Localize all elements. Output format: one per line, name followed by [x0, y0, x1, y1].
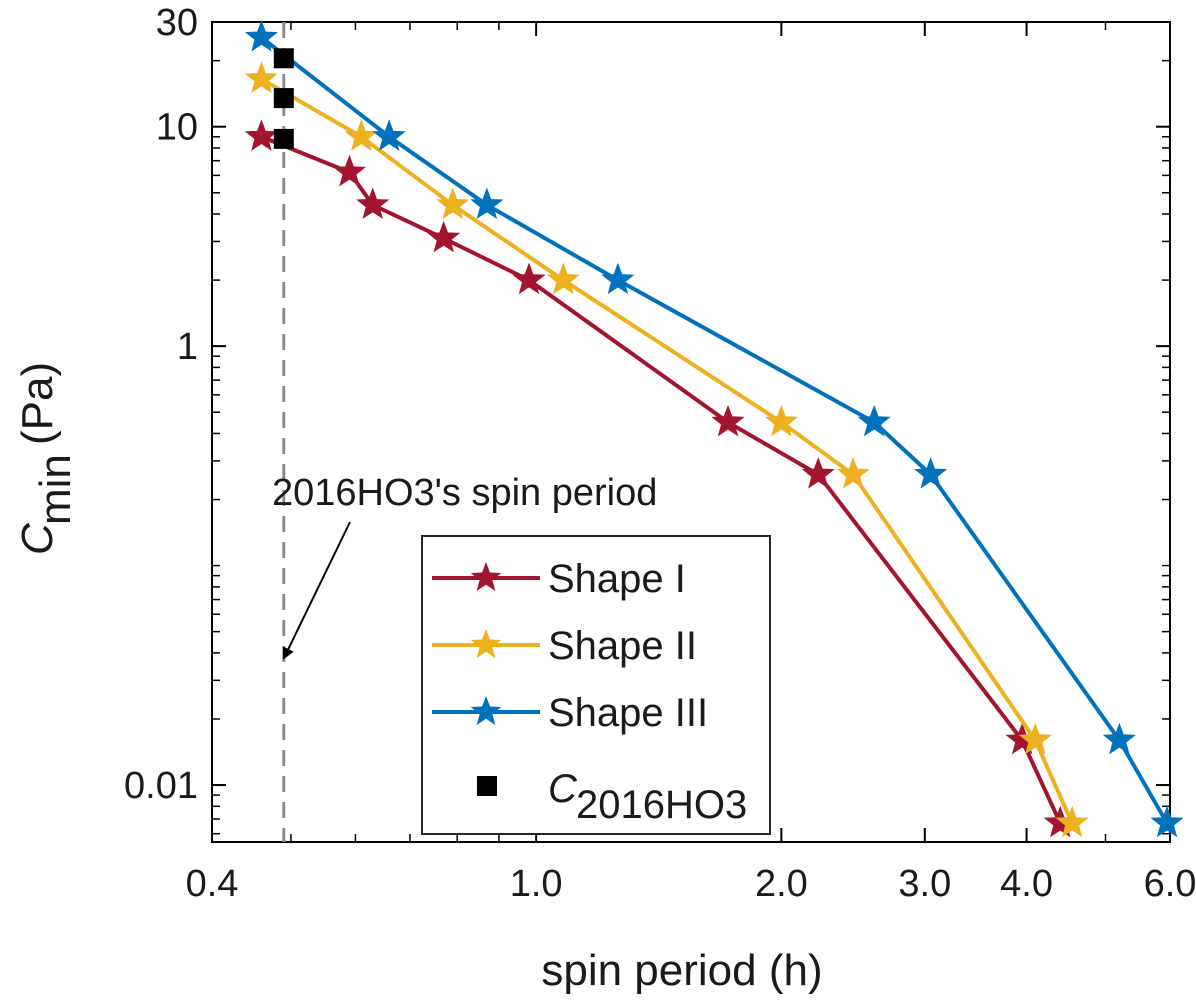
series-line-2: [260, 77, 1074, 825]
reference-markers-layer: [273, 48, 294, 149]
x-tick-label: 0.4: [186, 863, 239, 905]
legend-item-shape-3: Shape III: [432, 691, 708, 735]
data-point-star: [356, 187, 390, 220]
annotation-arrow: [282, 521, 351, 660]
data-point-star: [1055, 805, 1089, 838]
legend-label-shape-1: Shape I: [548, 557, 686, 601]
y-axis-title: C min (Pa): [13, 362, 80, 555]
data-point-star: [244, 20, 279, 52]
y-tick-label: 30: [156, 2, 198, 44]
y-axis-title-unit: (Pa): [13, 362, 62, 445]
data-point-star: [764, 404, 798, 437]
legend-star-shape-2: [470, 629, 502, 658]
data-point-star: [711, 404, 745, 437]
data-point-star: [857, 404, 891, 437]
x-tick-label: 6.0: [1144, 863, 1196, 905]
legend-star-shape-3: [470, 696, 502, 725]
data-point-star: [436, 187, 470, 220]
legend-label-shape-2: Shape II: [548, 624, 697, 668]
x-tick-label: 1.0: [510, 863, 563, 905]
legend-star-shape-1: [470, 562, 502, 591]
data-point-star: [512, 262, 546, 295]
annotation-text: 2016HO3's spin period: [272, 472, 657, 514]
legend-square-marker: [477, 776, 497, 796]
data-point-star: [372, 119, 406, 151]
data-point-star: [470, 187, 504, 220]
series-1: [244, 119, 1077, 838]
series-line-3: [260, 35, 1169, 825]
y-axis-title-main: C: [13, 522, 62, 555]
series-3: [244, 20, 1184, 838]
legend-label-reference-sub: 2016HO3: [576, 783, 747, 827]
data-point-star: [332, 154, 367, 187]
series-2: [244, 61, 1089, 838]
data-point-star: [427, 220, 461, 253]
x-tick-label: 2.0: [755, 863, 808, 905]
annotation: 2016HO3's spin period: [272, 472, 657, 660]
y-tick-label: 0.01: [124, 765, 198, 807]
x-tick-label: 4.0: [1000, 863, 1053, 905]
legend: Shape I Shape II Shape III C 2016HO3: [421, 535, 771, 835]
data-point-star: [801, 457, 835, 489]
legend-label-shape-3: Shape III: [548, 691, 708, 735]
reference-square-marker: [273, 48, 294, 69]
legend-item-reference: C 2016HO3: [477, 767, 747, 827]
data-point-star: [244, 119, 279, 151]
series-layer: [244, 20, 1184, 838]
axis-ticks: 0.4 1.0 2.0 3.0 4.0 6.0 0.01 1 10 30: [124, 2, 1196, 905]
x-tick-label: 3.0: [898, 863, 951, 905]
data-point-star: [836, 457, 870, 489]
data-point-star: [914, 457, 948, 489]
data-point-star: [1150, 805, 1184, 838]
y-tick-label: 10: [156, 107, 198, 149]
data-point-star: [1102, 722, 1136, 755]
x-axis-title: spin period (h): [541, 946, 822, 995]
data-point-star: [1018, 722, 1052, 755]
reference-square-marker: [273, 88, 294, 109]
reference-square-marker: [273, 128, 294, 149]
data-point-star: [546, 262, 580, 295]
y-axis-title-sub: min: [31, 454, 80, 525]
legend-item-shape-2: Shape II: [432, 624, 697, 668]
plot-frame: [211, 21, 1171, 843]
data-point-star: [244, 61, 279, 94]
y-tick-label: 1: [177, 326, 198, 368]
legend-item-shape-1: Shape I: [432, 557, 686, 601]
data-point-star: [344, 119, 378, 151]
data-point-star: [601, 262, 635, 295]
legend-label-reference: C: [548, 767, 578, 811]
